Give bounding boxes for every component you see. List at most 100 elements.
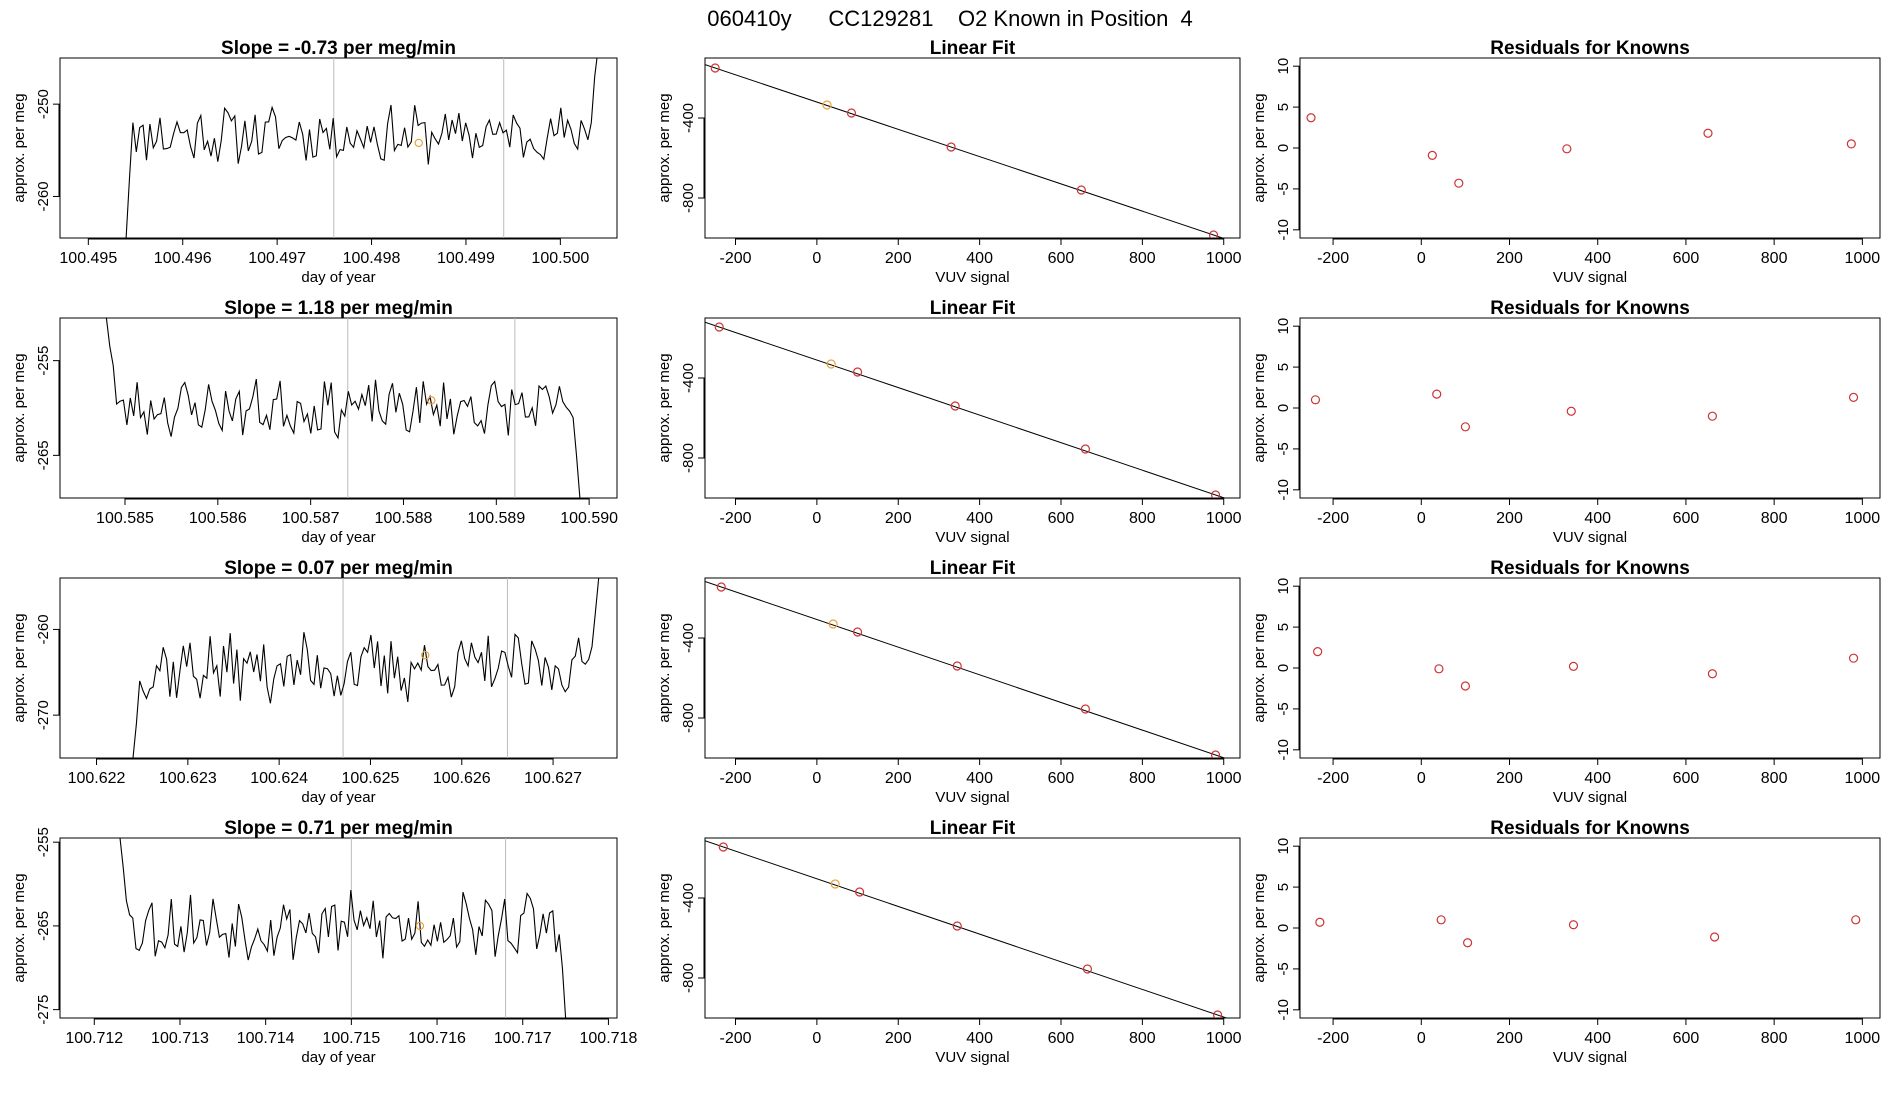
y-tick-label: -800 — [680, 703, 697, 733]
x-tick-label: 1000 — [1206, 510, 1242, 527]
x-tick-label: 100.622 — [68, 770, 126, 787]
x-tick-label: 100.715 — [322, 1030, 380, 1047]
x-tick-label: 800 — [1761, 510, 1788, 527]
x-axis-label: VUV signal — [935, 789, 1009, 806]
data-point — [1427, 150, 1437, 160]
chart-panel-r1-c2: Linear Fit -200 0 200 400 600 800 1000 VUV signa… — [656, 38, 1242, 286]
y-tick-label: -5 — [1275, 442, 1292, 455]
plot-area — [1313, 647, 1859, 691]
plot-area — [119, 838, 567, 1018]
y-axis-label: approx. per meg — [11, 93, 28, 202]
page-title: 060410y CC129281 O2 Known in Position 4 — [707, 6, 1193, 31]
x-tick-label: 100.626 — [433, 770, 491, 787]
y-tick-label: 10 — [1275, 318, 1292, 335]
x-tick-label: 1000 — [1206, 770, 1242, 787]
y-axis: 10 5 0 -5 -10 — [1275, 578, 1300, 761]
plot-area — [1315, 915, 1861, 948]
y-axis: -250 -260 — [35, 89, 60, 211]
x-tick-label: -200 — [1317, 1030, 1349, 1047]
x-axis-label: VUV signal — [935, 1049, 1009, 1066]
x-tick-label: 800 — [1761, 250, 1788, 267]
y-tick-label: -800 — [680, 183, 697, 213]
y-tick-label: -10 — [1275, 999, 1292, 1021]
y-tick-label: 5 — [1275, 623, 1292, 631]
y-tick-label: -270 — [35, 700, 52, 730]
data-point — [1710, 932, 1720, 942]
plot-area — [705, 580, 1226, 758]
plot-frame — [59, 57, 618, 239]
data-point — [1306, 113, 1316, 123]
plot-area — [705, 840, 1229, 1018]
data-point — [822, 100, 832, 110]
y-axis: 10 5 0 -5 -10 — [1275, 318, 1300, 501]
x-tick-label: 0 — [1417, 510, 1426, 527]
data-point — [716, 582, 726, 592]
y-axis: -400 -800 — [680, 103, 705, 213]
chart-panel-r4-c2: Linear Fit -200 0 200 400 600 800 1000 VUV signa… — [656, 818, 1242, 1066]
y-tick-label: -5 — [1275, 702, 1292, 715]
data-point — [1460, 681, 1470, 691]
data-point — [1566, 406, 1576, 416]
x-tick-label: 100.498 — [343, 250, 401, 267]
data-trace — [105, 318, 581, 498]
y-axis: -400 -800 — [680, 623, 705, 733]
data-point — [1436, 915, 1446, 925]
data-point — [714, 322, 724, 332]
x-tick-label: 100.627 — [524, 770, 582, 787]
y-axis-label: approx. per meg — [1251, 93, 1268, 202]
x-axis: -200 0 200 400 600 800 1000 — [719, 238, 1242, 267]
data-point — [946, 142, 956, 152]
x-tick-label: 800 — [1129, 770, 1156, 787]
x-tick-label: 0 — [1417, 770, 1426, 787]
x-tick-label: 100.624 — [250, 770, 308, 787]
x-tick-label: -200 — [1317, 510, 1349, 527]
data-point — [826, 359, 836, 369]
x-tick-label: 100.500 — [531, 250, 589, 267]
x-tick-label: 200 — [1496, 1030, 1523, 1047]
x-tick-label: 100.590 — [560, 510, 618, 527]
data-trace — [125, 58, 598, 238]
data-point — [1460, 422, 1470, 432]
x-tick-label: 0 — [812, 250, 821, 267]
x-tick-label: 800 — [1129, 510, 1156, 527]
x-tick-label: 100.588 — [375, 510, 433, 527]
x-tick-label: 600 — [1048, 1030, 1075, 1047]
plot-area — [705, 63, 1225, 238]
x-tick-label: 100.585 — [96, 510, 154, 527]
data-point — [1707, 669, 1717, 679]
chart-panel-r2-c2: Linear Fit -200 0 200 400 600 800 1000 VUV signa… — [656, 298, 1242, 546]
x-tick-label: 800 — [1761, 1030, 1788, 1047]
x-axis-label: VUV signal — [935, 529, 1009, 546]
x-axis: -200 0 200 400 600 800 1000 — [719, 498, 1242, 527]
chart-title: Linear Fit — [930, 298, 1016, 319]
data-point — [1851, 915, 1861, 925]
data-point — [855, 887, 865, 897]
x-tick-label: 400 — [966, 250, 993, 267]
data-point — [1707, 411, 1717, 421]
x-axis-label: VUV signal — [1553, 789, 1627, 806]
x-tick-label: 100.495 — [59, 250, 117, 267]
x-tick-label: 200 — [1496, 770, 1523, 787]
x-axis-label: day of year — [301, 529, 375, 546]
y-tick-label: -275 — [35, 995, 52, 1025]
y-tick-label: -10 — [1275, 739, 1292, 761]
y-axis-label: approx. per meg — [656, 613, 673, 722]
x-tick-label: 400 — [1584, 510, 1611, 527]
plot-area — [705, 321, 1227, 498]
y-tick-label: -800 — [680, 443, 697, 473]
x-tick-label: -200 — [719, 250, 751, 267]
data-point — [1463, 938, 1473, 948]
y-axis-label: approx. per meg — [1251, 613, 1268, 722]
x-axis: 100.495 100.496 100.497 100.498 100.499 100.5… — [59, 238, 589, 267]
x-tick-label: 100.623 — [159, 770, 217, 787]
x-axis: 100.622 100.623 100.624 100.625 100.626 100.6… — [68, 758, 582, 787]
data-point — [1080, 444, 1090, 454]
plot-frame — [1299, 837, 1881, 1019]
data-point — [718, 842, 728, 852]
x-tick-label: 400 — [1584, 1030, 1611, 1047]
y-axis-label: approx. per meg — [1251, 873, 1268, 982]
x-axis: -200 0 200 400 600 800 1000 — [1317, 498, 1880, 527]
x-tick-label: 100.625 — [342, 770, 400, 787]
data-point — [1454, 178, 1464, 188]
